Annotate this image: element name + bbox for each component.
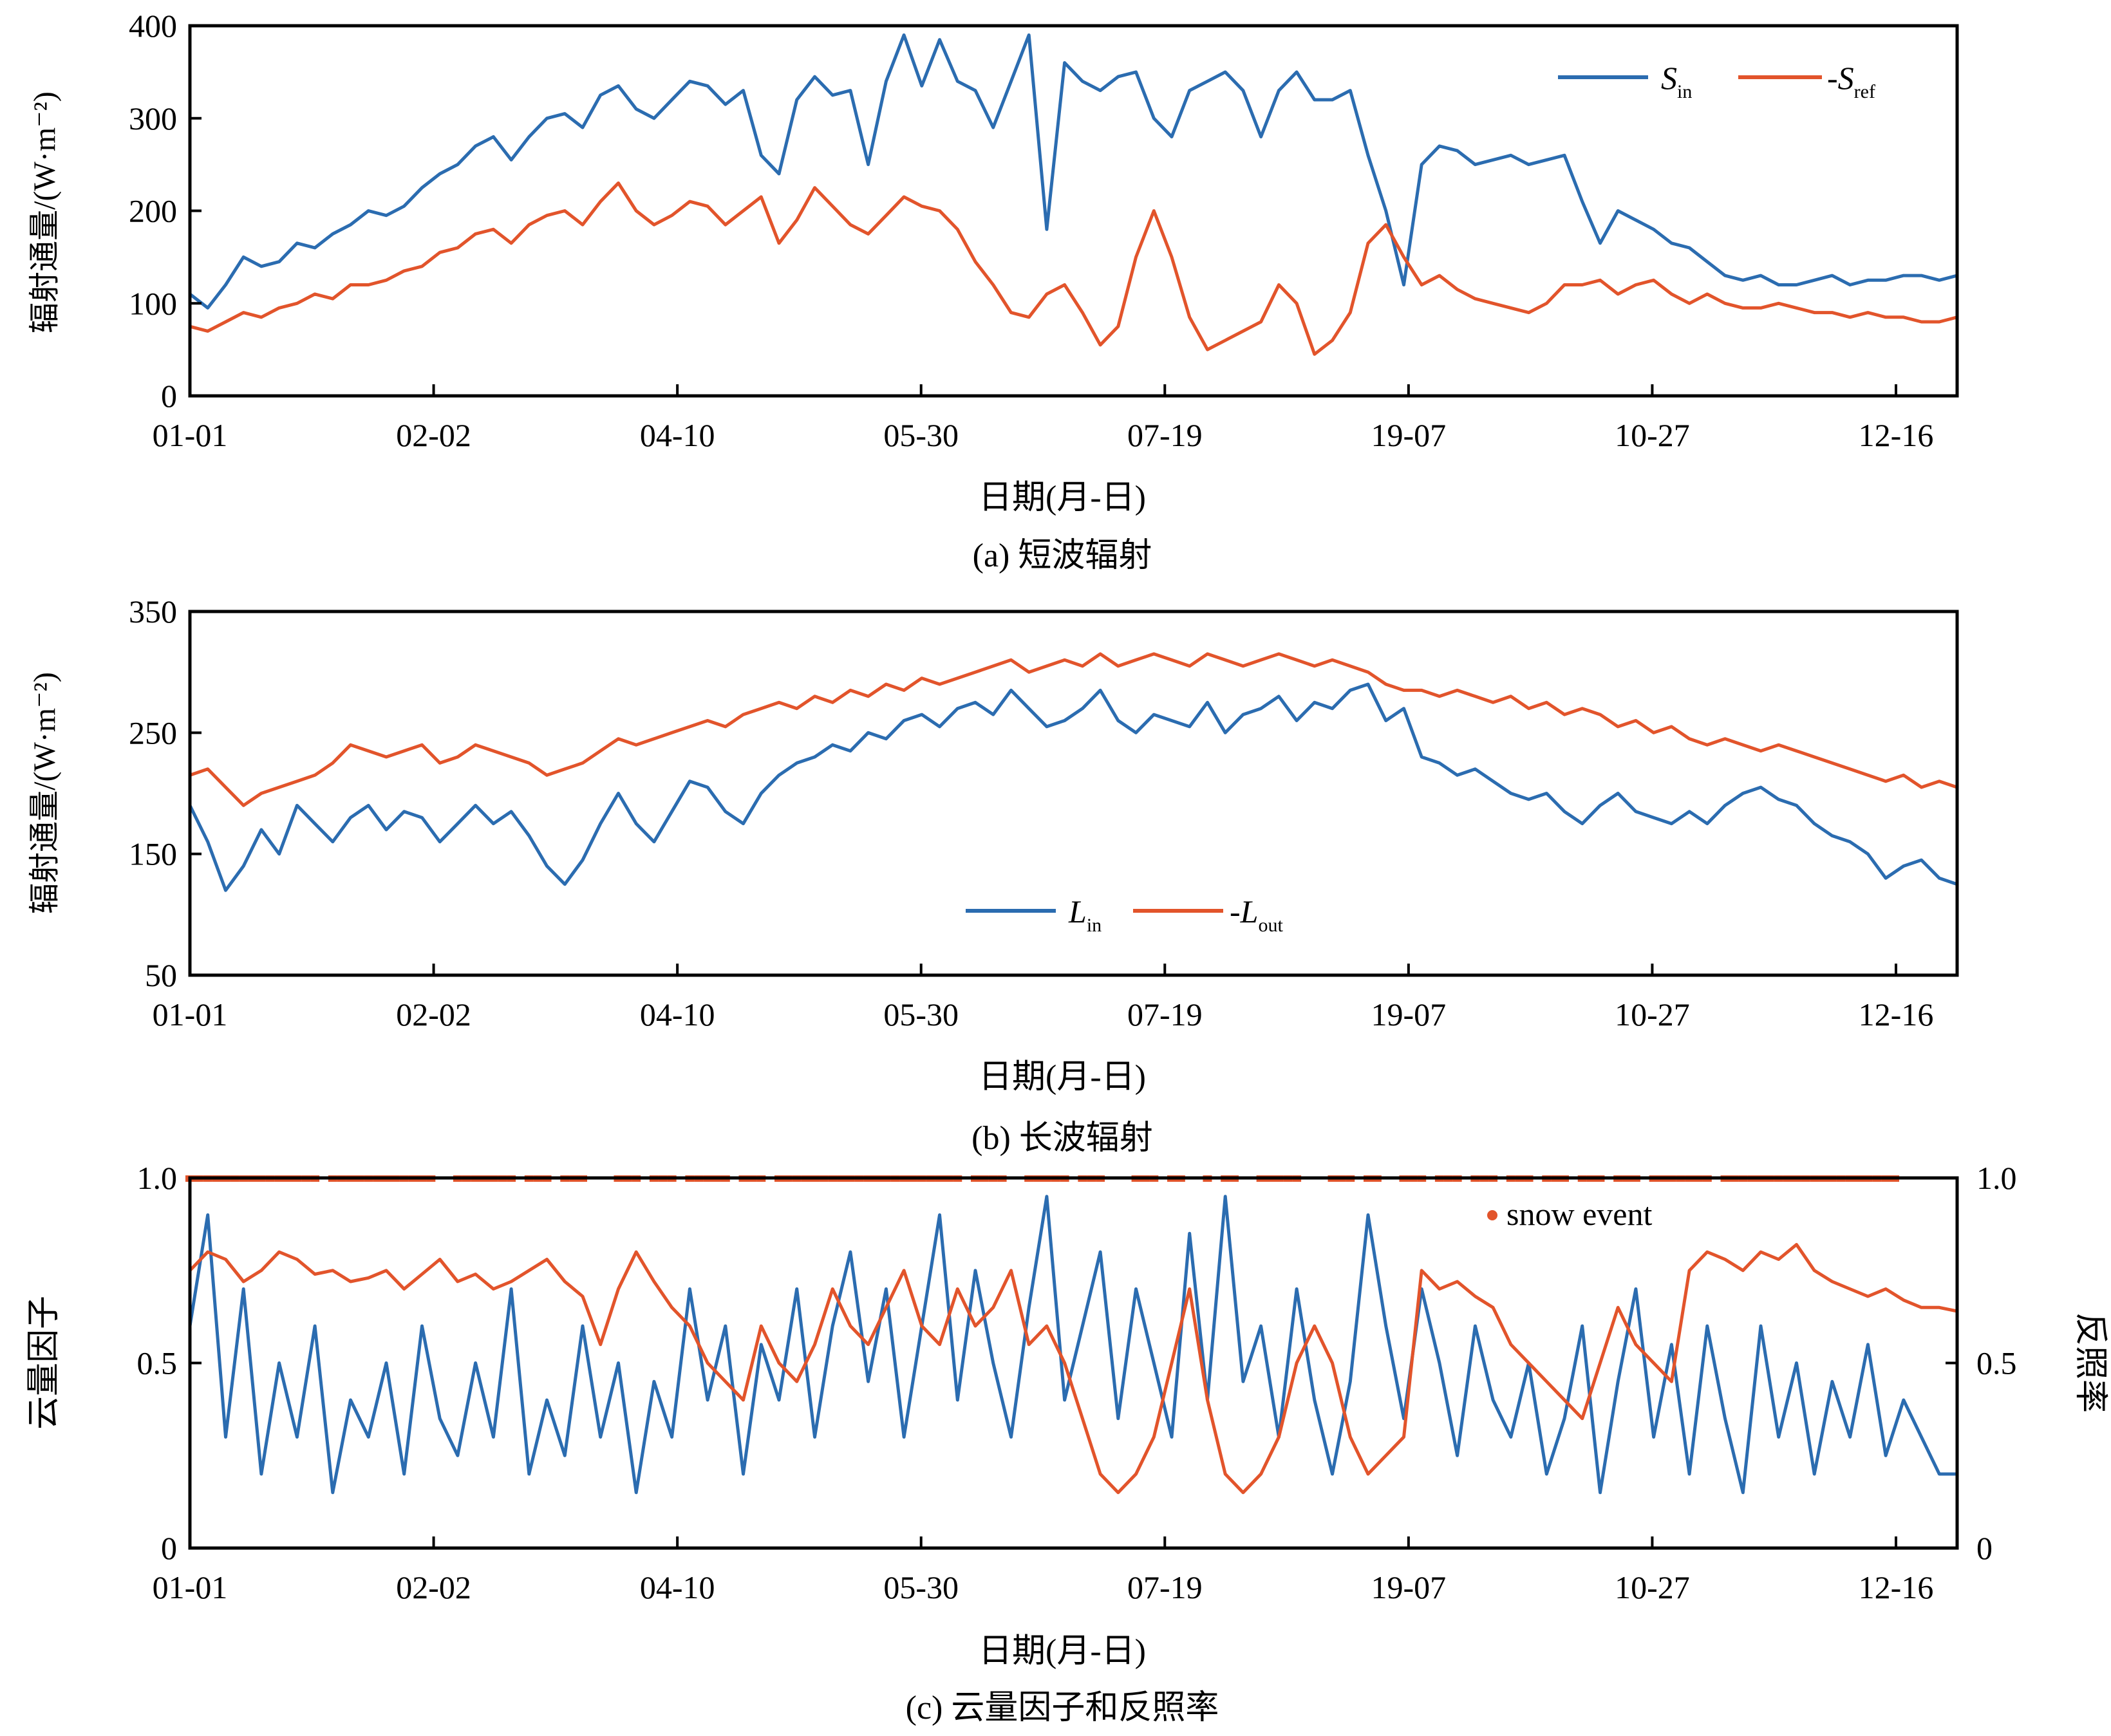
series-line-l-in — [188, 682, 1958, 892]
panel-a-series — [189, 33, 1958, 356]
y-tick-label: 250 — [129, 714, 177, 751]
panel-c-y-ticks-right: 0 0.5 1.0 — [1946, 1160, 2017, 1566]
y-tick-label: 150 — [129, 836, 177, 872]
panel-c-y-ticks-left: 0 0.5 1.0 — [137, 1160, 202, 1566]
x-tick-label: 10-27 — [1615, 996, 1690, 1032]
series-line-cloud-factor — [188, 1195, 1957, 1495]
x-tick-label: 12-16 — [1859, 417, 1934, 453]
y-tick-label: 100 — [129, 285, 177, 321]
panel-a-y-axis-label: 辐射通量/(W·m⁻²) — [28, 91, 62, 333]
panel-c-y-axis-label-right: 反照率 — [2072, 1312, 2108, 1413]
panel-a-y-ticks: 0 100 200 300 400 — [129, 8, 202, 414]
x-tick-label: 10-27 — [1615, 417, 1690, 453]
y-tick-label: 350 — [129, 593, 177, 630]
panel-b-x-axis-label: 日期(月-日) — [979, 1059, 1146, 1096]
legend-marker-snow-event — [1487, 1210, 1497, 1220]
legend-label-snow-event: snow event — [1506, 1196, 1652, 1232]
x-tick-label: 07-19 — [1127, 417, 1203, 453]
panel-b-y-axis-label: 辐射通量/(W·m⁻²) — [28, 672, 62, 914]
x-tick-label: 01-01 — [153, 996, 228, 1032]
x-tick-label: 19-07 — [1371, 1569, 1447, 1605]
y-tick-label: 0 — [161, 1530, 177, 1566]
panel-c-series — [188, 1195, 1958, 1495]
x-tick-label: 19-07 — [1371, 417, 1447, 453]
series-line-albedo — [189, 1243, 1958, 1495]
y-tick-label: 0 — [161, 378, 177, 414]
panel-b-longwave: 50 150 250 350 01-01 02-02 04-10 05-30 07-19 19-… — [28, 593, 1959, 1157]
series-line-l-out — [189, 652, 1958, 807]
series-line-s-in — [189, 33, 1958, 310]
panel-c-x-axis-label: 日期(月-日) — [979, 1633, 1146, 1670]
x-tick-label: 01-01 — [153, 1569, 228, 1605]
y-tick-label: 0.5 — [137, 1345, 178, 1381]
y-tick-label-right: 0.5 — [1976, 1345, 2017, 1381]
y-tick-label: 300 — [129, 100, 177, 136]
legend-label-l-out: -Lout — [1230, 893, 1283, 936]
y-tick-label: 200 — [129, 193, 177, 229]
panel-a-x-axis-label: 日期(月-日) — [979, 480, 1146, 516]
panel-a-x-ticks: 01-01 02-02 04-10 05-30 07-19 19-07 10-27 12-16 — [153, 384, 1934, 453]
x-tick-label: 02-02 — [396, 996, 471, 1032]
x-tick-label: 02-02 — [396, 417, 471, 453]
panel-c-y-axis-label: 云量因子 — [26, 1296, 62, 1430]
y-tick-label-right: 1.0 — [1976, 1160, 2017, 1196]
legend-label-l-in: Lin — [1068, 893, 1102, 936]
x-tick-label: 07-19 — [1127, 996, 1203, 1032]
x-tick-label: 12-16 — [1859, 1569, 1934, 1605]
series-line-s-ref — [189, 181, 1958, 356]
y-tick-label: 400 — [129, 8, 177, 44]
x-tick-label: 05-30 — [883, 996, 959, 1032]
legend-label-s-ref: -Sref — [1827, 60, 1875, 102]
panel-c-cloud-albedo: 0 0.5 1.0 0 0.5 1.0 01-01 02-02 04-10 05-30 07-1… — [26, 1160, 2108, 1726]
panel-b-y-ticks: 50 150 250 350 — [129, 593, 202, 993]
panel-b-frame — [188, 610, 1959, 977]
y-tick-label-right: 0 — [1976, 1530, 1993, 1566]
legend-label-s-in: Sin — [1661, 60, 1692, 102]
x-tick-label: 05-30 — [883, 417, 959, 453]
x-tick-label: 10-27 — [1615, 1569, 1690, 1605]
panel-b-x-ticks: 01-01 02-02 04-10 05-30 07-19 19-07 10-27 12-16 — [153, 964, 1934, 1032]
panel-c-caption: (c) 云量因子和反照率 — [906, 1690, 1219, 1726]
x-tick-label: 01-01 — [153, 417, 228, 453]
x-tick-label: 04-10 — [640, 996, 715, 1032]
x-tick-label: 04-10 — [640, 1569, 715, 1605]
x-tick-label: 19-07 — [1371, 996, 1447, 1032]
panel-b-legend: Lin -Lout — [966, 893, 1283, 936]
panel-a-shortwave: 0 100 200 300 400 01-01 02-02 04-10 05-30 07-19 1… — [28, 8, 1959, 574]
panel-c-legend: snow event — [1487, 1196, 1652, 1232]
x-tick-label: 02-02 — [396, 1569, 471, 1605]
panel-a-legend: Sin -Sref — [1558, 60, 1875, 102]
x-tick-label: 05-30 — [883, 1569, 959, 1605]
y-tick-label: 50 — [145, 957, 177, 993]
panel-a-caption: (a) 短波辐射 — [973, 537, 1152, 574]
panel-b-caption: (b) 长波辐射 — [971, 1120, 1153, 1157]
panel-c-x-ticks: 01-01 02-02 04-10 05-30 07-19 19-07 10-27 12-16 — [153, 1536, 1934, 1605]
y-tick-label: 1.0 — [137, 1160, 178, 1196]
x-tick-label: 07-19 — [1127, 1569, 1203, 1605]
x-tick-label: 12-16 — [1859, 996, 1934, 1032]
x-tick-label: 04-10 — [640, 417, 715, 453]
panel-b-series — [188, 652, 1958, 892]
